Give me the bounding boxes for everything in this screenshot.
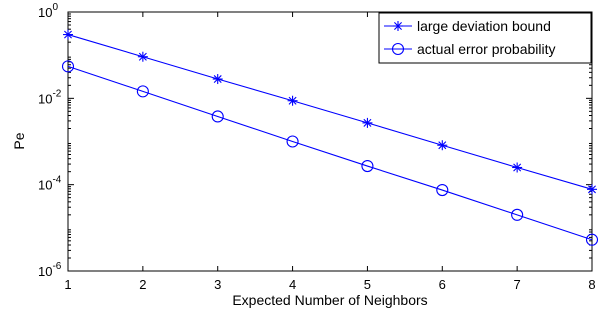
- x-tick-label: 6: [439, 277, 446, 292]
- asterisk-stroke: [138, 52, 147, 61]
- circle-marker: [391, 42, 405, 56]
- asterisk-stroke: [363, 118, 372, 127]
- circle-marker: [361, 159, 374, 173]
- circle-marker: [136, 85, 149, 98]
- y-tick-label: 100: [38, 2, 58, 20]
- asterisk-marker: [287, 95, 298, 106]
- series-line: [67, 65, 593, 241]
- legend: large deviation bound actual error probab…: [378, 12, 592, 64]
- x-tick-label: 4: [289, 277, 296, 292]
- series-line: [67, 34, 593, 190]
- asterisk-stroke: [588, 185, 596, 194]
- y-tick-label: 10-4: [38, 175, 62, 193]
- plot-frame: [67, 11, 593, 272]
- asterisk-stroke: [394, 22, 402, 30]
- series-2: [61, 60, 599, 246]
- asterisk-marker: [137, 51, 148, 62]
- x-tick-label: 7: [514, 277, 521, 292]
- asterisk-stroke: [213, 75, 222, 84]
- y-tick-label: 10-2: [38, 88, 62, 106]
- asterisk-marker: [512, 162, 523, 173]
- asterisk-stroke: [438, 141, 447, 150]
- asterisk-marker: [393, 21, 403, 31]
- x-tick-label: 5: [364, 277, 371, 292]
- y-axis-title: Pe: [11, 132, 27, 149]
- circle-marker: [585, 233, 599, 246]
- legend-item: large deviation bound: [384, 18, 551, 34]
- y-tick-label: 10-6: [38, 261, 62, 279]
- asterisk-marker: [63, 29, 73, 40]
- x-tick-label: 1: [64, 277, 71, 292]
- legend-box: [378, 12, 592, 64]
- circle-marker: [436, 184, 449, 197]
- circle-marker: [511, 208, 524, 221]
- circle-marker: [61, 60, 75, 73]
- asterisk-marker: [212, 74, 223, 85]
- asterisk-marker: [362, 117, 373, 128]
- asterisk-stroke: [64, 30, 72, 39]
- asterisk-marker: [587, 184, 597, 195]
- legend-item: actual error probability: [384, 41, 556, 57]
- legend-label: actual error probability: [417, 41, 556, 57]
- legend-label: large deviation bound: [417, 18, 551, 34]
- x-axis-title: Expected Number of Neighbors: [232, 292, 427, 308]
- asterisk-marker: [437, 140, 448, 151]
- asterisk-stroke: [288, 96, 297, 105]
- x-tick-label: 8: [588, 277, 595, 292]
- circle-marker: [286, 135, 299, 148]
- series-layer: [61, 29, 599, 246]
- axis-ticks: 1 2 3 4 5 6 7 8 10-6 10-4 10-2 100: [38, 2, 596, 292]
- x-tick-label: 3: [214, 277, 221, 292]
- circle-marker: [211, 110, 224, 123]
- asterisk-stroke: [513, 163, 522, 172]
- x-tick-label: 2: [139, 277, 146, 292]
- series-1: [63, 29, 597, 195]
